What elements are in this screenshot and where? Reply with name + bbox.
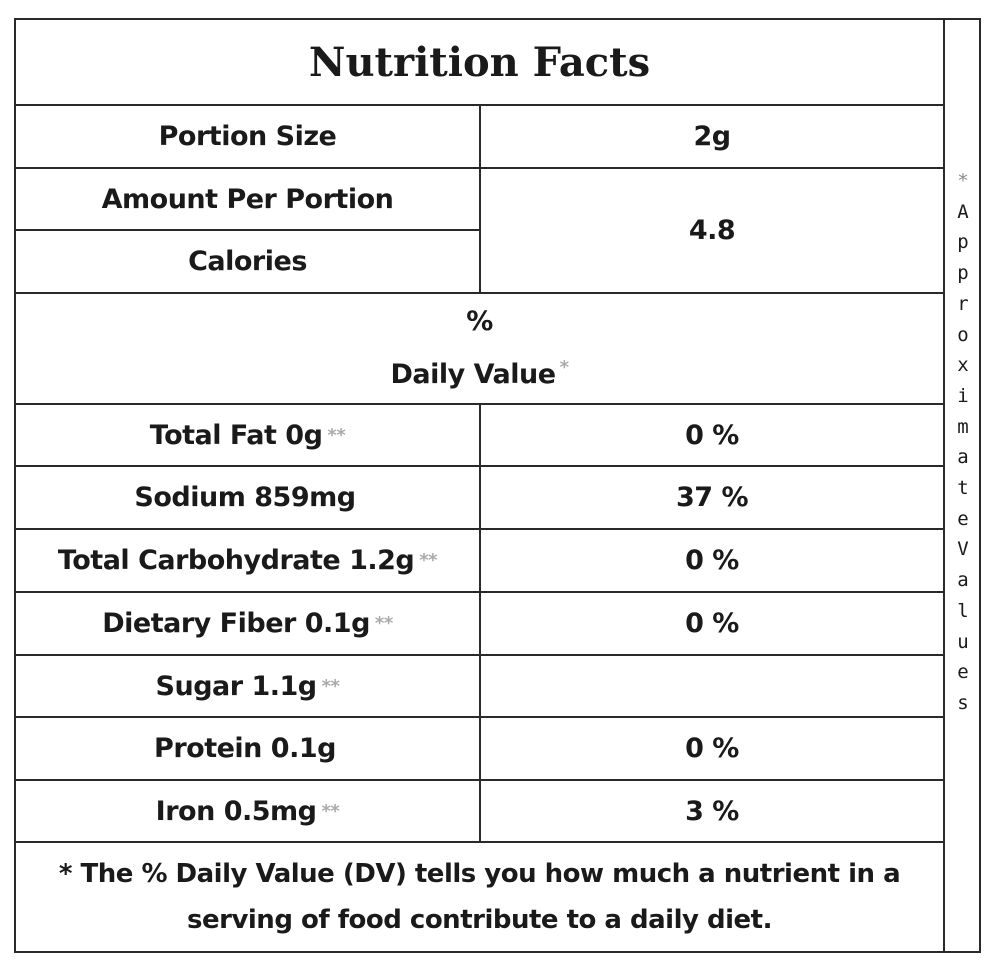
column-divider [479,403,481,843]
nutrient-name: Iron 0.5mg [155,795,317,827]
border-bottom [14,951,981,953]
calories-value: 4.8 [688,215,736,246]
nutrient-value-protein: 0 % [685,733,739,764]
side-note-letter: x [957,354,969,377]
nutrient-name: Total Fat 0g [149,419,323,451]
daily-value-footnote: * The % Daily Value (DV) tells you how m… [16,843,943,951]
side-note-letter: V [957,538,969,561]
nutrient-stars: ** [419,550,438,571]
nutrient-name: Sugar 1.1g [155,670,318,702]
nutrient-stars: ** [321,800,340,822]
side-note-letter: t [957,477,969,500]
portion-size-label: Portion Size [158,121,337,152]
nutrient-stars: ** [374,613,393,634]
side-note-letter: m [957,415,969,438]
calories-label: Calories [188,246,307,277]
nutrient-value-sodium: 37 % [675,482,749,513]
side-note-star: * [957,170,969,192]
side-note-letter: p [957,262,969,285]
footnote-line-2: serving of food contribute to a daily di… [187,905,772,935]
nutrient-name: Protein 0.1g [154,733,336,764]
side-note-letter: e [957,661,969,684]
nutrient-label-total-carbohydrate: Total Carbohydrate 1.2g ** [16,530,479,591]
nutrient-stars: ** [321,675,340,697]
row-divider [14,229,479,231]
daily-value-percent: % [466,306,493,337]
side-note-letter: u [957,630,969,653]
side-note-letter: o [957,323,969,346]
nutrient-value-total-fat: 0 % [685,419,739,451]
side-note-letter: e [957,507,969,530]
nutrient-value-dietary-fiber: 0 % [685,608,739,639]
daily-value-label: Daily Value [390,359,557,390]
nutrient-label-sodium: Sodium 859mg [16,467,479,528]
side-note-letter: A [957,200,969,223]
column-divider [479,104,481,294]
daily-value-star: * [559,357,569,378]
daily-value-label-row: Daily Value * [391,345,569,398]
border-left [14,18,16,953]
side-note-letter: a [957,446,969,469]
nutrition-facts-label: Nutrition Facts Portion Size 2g Amount P… [14,18,981,953]
label-title: Nutrition Facts [308,38,651,86]
nutrient-value-iron: 3 % [685,795,739,827]
side-note-letter: s [957,691,969,714]
nutrient-label-sugar: Sugar 1.1g ** [16,656,479,716]
footnote-line-1: * The % Daily Value (DV) tells you how m… [58,859,901,889]
border-top [14,18,981,20]
side-divider [943,18,945,953]
border-right [979,18,981,953]
nutrient-label-total-fat: Total Fat 0g ** [16,405,479,465]
approximate-values-side-note: * A p p r o x i m a t e V a l u e s [945,18,981,953]
nutrient-name: Dietary Fiber 0.1g [102,608,370,639]
side-note-letter: l [957,599,969,622]
side-note-letter: r [957,292,969,315]
side-note-letter: p [957,231,969,254]
nutrient-label-protein: Protein 0.1g [16,718,479,779]
nutrient-name: Total Carbohydrate 1.2g [57,545,415,576]
side-note-letter: a [957,569,969,592]
nutrient-label-dietary-fiber: Dietary Fiber 0.1g ** [16,593,479,654]
nutrient-name: Sodium 859mg [134,482,356,513]
side-note-letter: i [957,384,969,407]
daily-value-header: % Daily Value * [16,294,943,403]
nutrient-stars: ** [327,424,346,446]
portion-size-value: 2g [693,121,731,152]
amount-per-portion-label: Amount Per Portion [101,183,394,215]
nutrient-value-total-carbohydrate: 0 % [685,545,739,576]
nutrient-label-iron: Iron 0.5mg ** [16,781,479,841]
nutrient-value-sugar [481,656,943,716]
